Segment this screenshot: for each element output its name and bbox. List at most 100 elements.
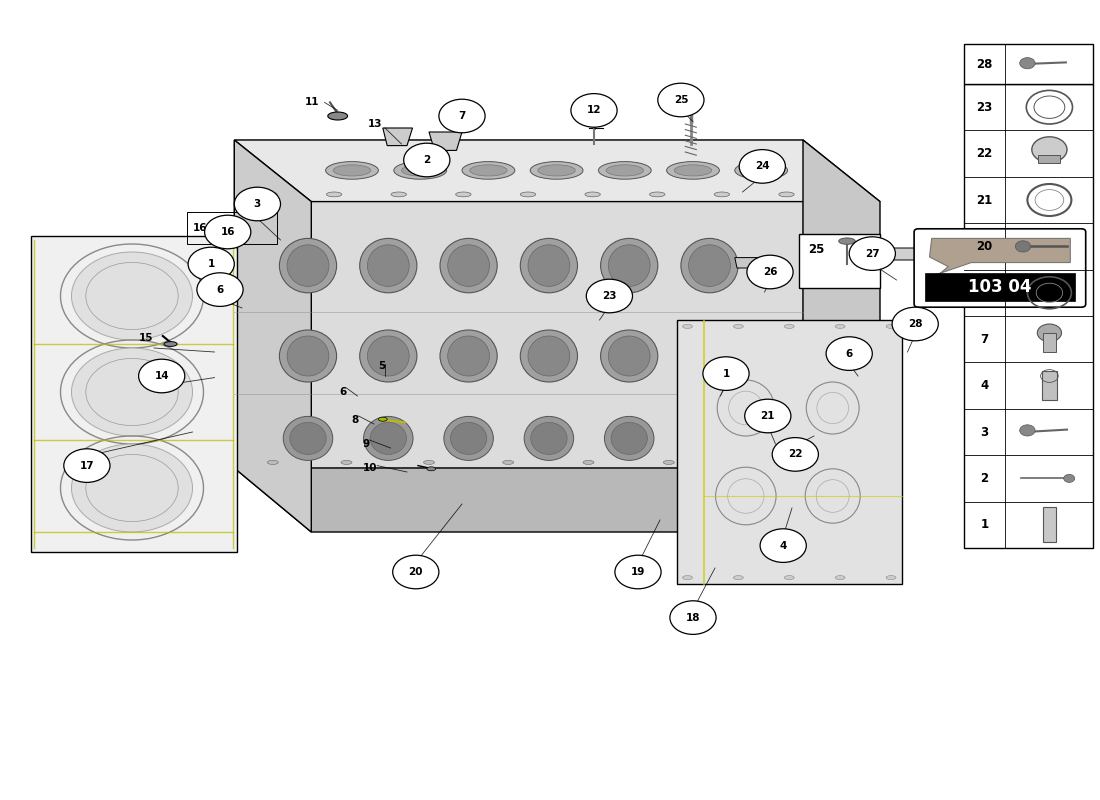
Ellipse shape	[424, 461, 434, 464]
Polygon shape	[383, 128, 412, 146]
Text: 2: 2	[424, 155, 430, 165]
Text: 13: 13	[368, 119, 383, 129]
Text: 8: 8	[351, 415, 359, 425]
Circle shape	[234, 187, 280, 221]
Circle shape	[188, 247, 234, 281]
Circle shape	[1037, 324, 1062, 342]
Ellipse shape	[714, 192, 729, 197]
Text: 1: 1	[980, 518, 989, 531]
Ellipse shape	[394, 162, 447, 179]
Text: 7: 7	[980, 333, 989, 346]
Text: 16: 16	[192, 223, 208, 233]
Bar	[187, 212, 277, 244]
Ellipse shape	[735, 162, 788, 179]
Polygon shape	[930, 238, 1070, 298]
Text: 28: 28	[977, 58, 992, 70]
Text: 16: 16	[220, 227, 235, 237]
Text: 18: 18	[685, 613, 701, 622]
Circle shape	[404, 143, 450, 177]
Text: 25: 25	[808, 243, 824, 256]
Ellipse shape	[462, 162, 515, 179]
Ellipse shape	[427, 467, 436, 470]
Text: 24: 24	[755, 162, 770, 171]
Ellipse shape	[742, 165, 780, 176]
Ellipse shape	[779, 192, 794, 197]
Ellipse shape	[341, 461, 352, 464]
Ellipse shape	[663, 461, 674, 464]
Text: 25: 25	[673, 95, 689, 105]
Circle shape	[703, 357, 749, 390]
Ellipse shape	[360, 330, 417, 382]
Ellipse shape	[363, 416, 412, 460]
Ellipse shape	[682, 325, 693, 328]
Ellipse shape	[606, 165, 643, 176]
Ellipse shape	[524, 416, 574, 460]
Ellipse shape	[287, 336, 329, 376]
Circle shape	[139, 359, 185, 393]
Ellipse shape	[649, 192, 664, 197]
Ellipse shape	[784, 576, 794, 579]
Ellipse shape	[689, 245, 730, 286]
Ellipse shape	[520, 330, 578, 382]
Text: 1: 1	[723, 369, 729, 378]
Ellipse shape	[598, 162, 651, 179]
Circle shape	[747, 255, 793, 289]
Ellipse shape	[451, 422, 486, 454]
Circle shape	[571, 94, 617, 127]
Text: 20: 20	[408, 567, 424, 577]
Ellipse shape	[448, 336, 490, 376]
Text: a passion for cars since 1985: a passion for cars since 1985	[309, 470, 615, 490]
Circle shape	[1032, 137, 1067, 162]
Polygon shape	[676, 320, 902, 584]
Ellipse shape	[538, 165, 575, 176]
Circle shape	[72, 252, 192, 340]
Text: 6: 6	[339, 387, 346, 397]
Polygon shape	[803, 140, 880, 532]
Bar	[799, 234, 880, 288]
Circle shape	[393, 555, 439, 589]
Text: 2: 2	[980, 472, 989, 485]
Circle shape	[197, 273, 243, 306]
Text: 6: 6	[846, 349, 852, 358]
Text: 10: 10	[363, 463, 377, 473]
Ellipse shape	[367, 336, 409, 376]
Polygon shape	[234, 468, 880, 532]
Text: 15: 15	[139, 334, 153, 343]
Circle shape	[849, 237, 895, 270]
Ellipse shape	[608, 336, 650, 376]
Circle shape	[1020, 425, 1035, 436]
FancyBboxPatch shape	[914, 229, 1086, 307]
Text: 103 04: 103 04	[968, 278, 1032, 296]
Text: 28: 28	[908, 319, 923, 329]
Ellipse shape	[326, 162, 378, 179]
Ellipse shape	[530, 162, 583, 179]
Ellipse shape	[402, 165, 439, 176]
Ellipse shape	[520, 192, 536, 197]
Circle shape	[72, 444, 192, 532]
Ellipse shape	[370, 422, 406, 454]
Circle shape	[1015, 241, 1031, 252]
Text: 21: 21	[977, 194, 992, 206]
Ellipse shape	[287, 245, 329, 286]
Circle shape	[760, 529, 806, 562]
Polygon shape	[880, 248, 946, 260]
Ellipse shape	[530, 422, 568, 454]
Ellipse shape	[333, 165, 371, 176]
Text: eurocars: eurocars	[216, 335, 708, 433]
Ellipse shape	[684, 416, 735, 460]
Ellipse shape	[284, 416, 333, 460]
Ellipse shape	[734, 576, 744, 579]
Circle shape	[826, 337, 872, 370]
Text: 12: 12	[586, 106, 602, 115]
Circle shape	[439, 99, 485, 133]
Ellipse shape	[887, 576, 896, 579]
Ellipse shape	[784, 325, 794, 328]
Text: 6: 6	[217, 285, 223, 294]
Ellipse shape	[378, 418, 387, 421]
Ellipse shape	[164, 342, 177, 346]
Ellipse shape	[328, 112, 348, 120]
Circle shape	[892, 307, 938, 341]
Ellipse shape	[667, 162, 719, 179]
Ellipse shape	[448, 245, 490, 286]
Bar	[1038, 155, 1060, 163]
